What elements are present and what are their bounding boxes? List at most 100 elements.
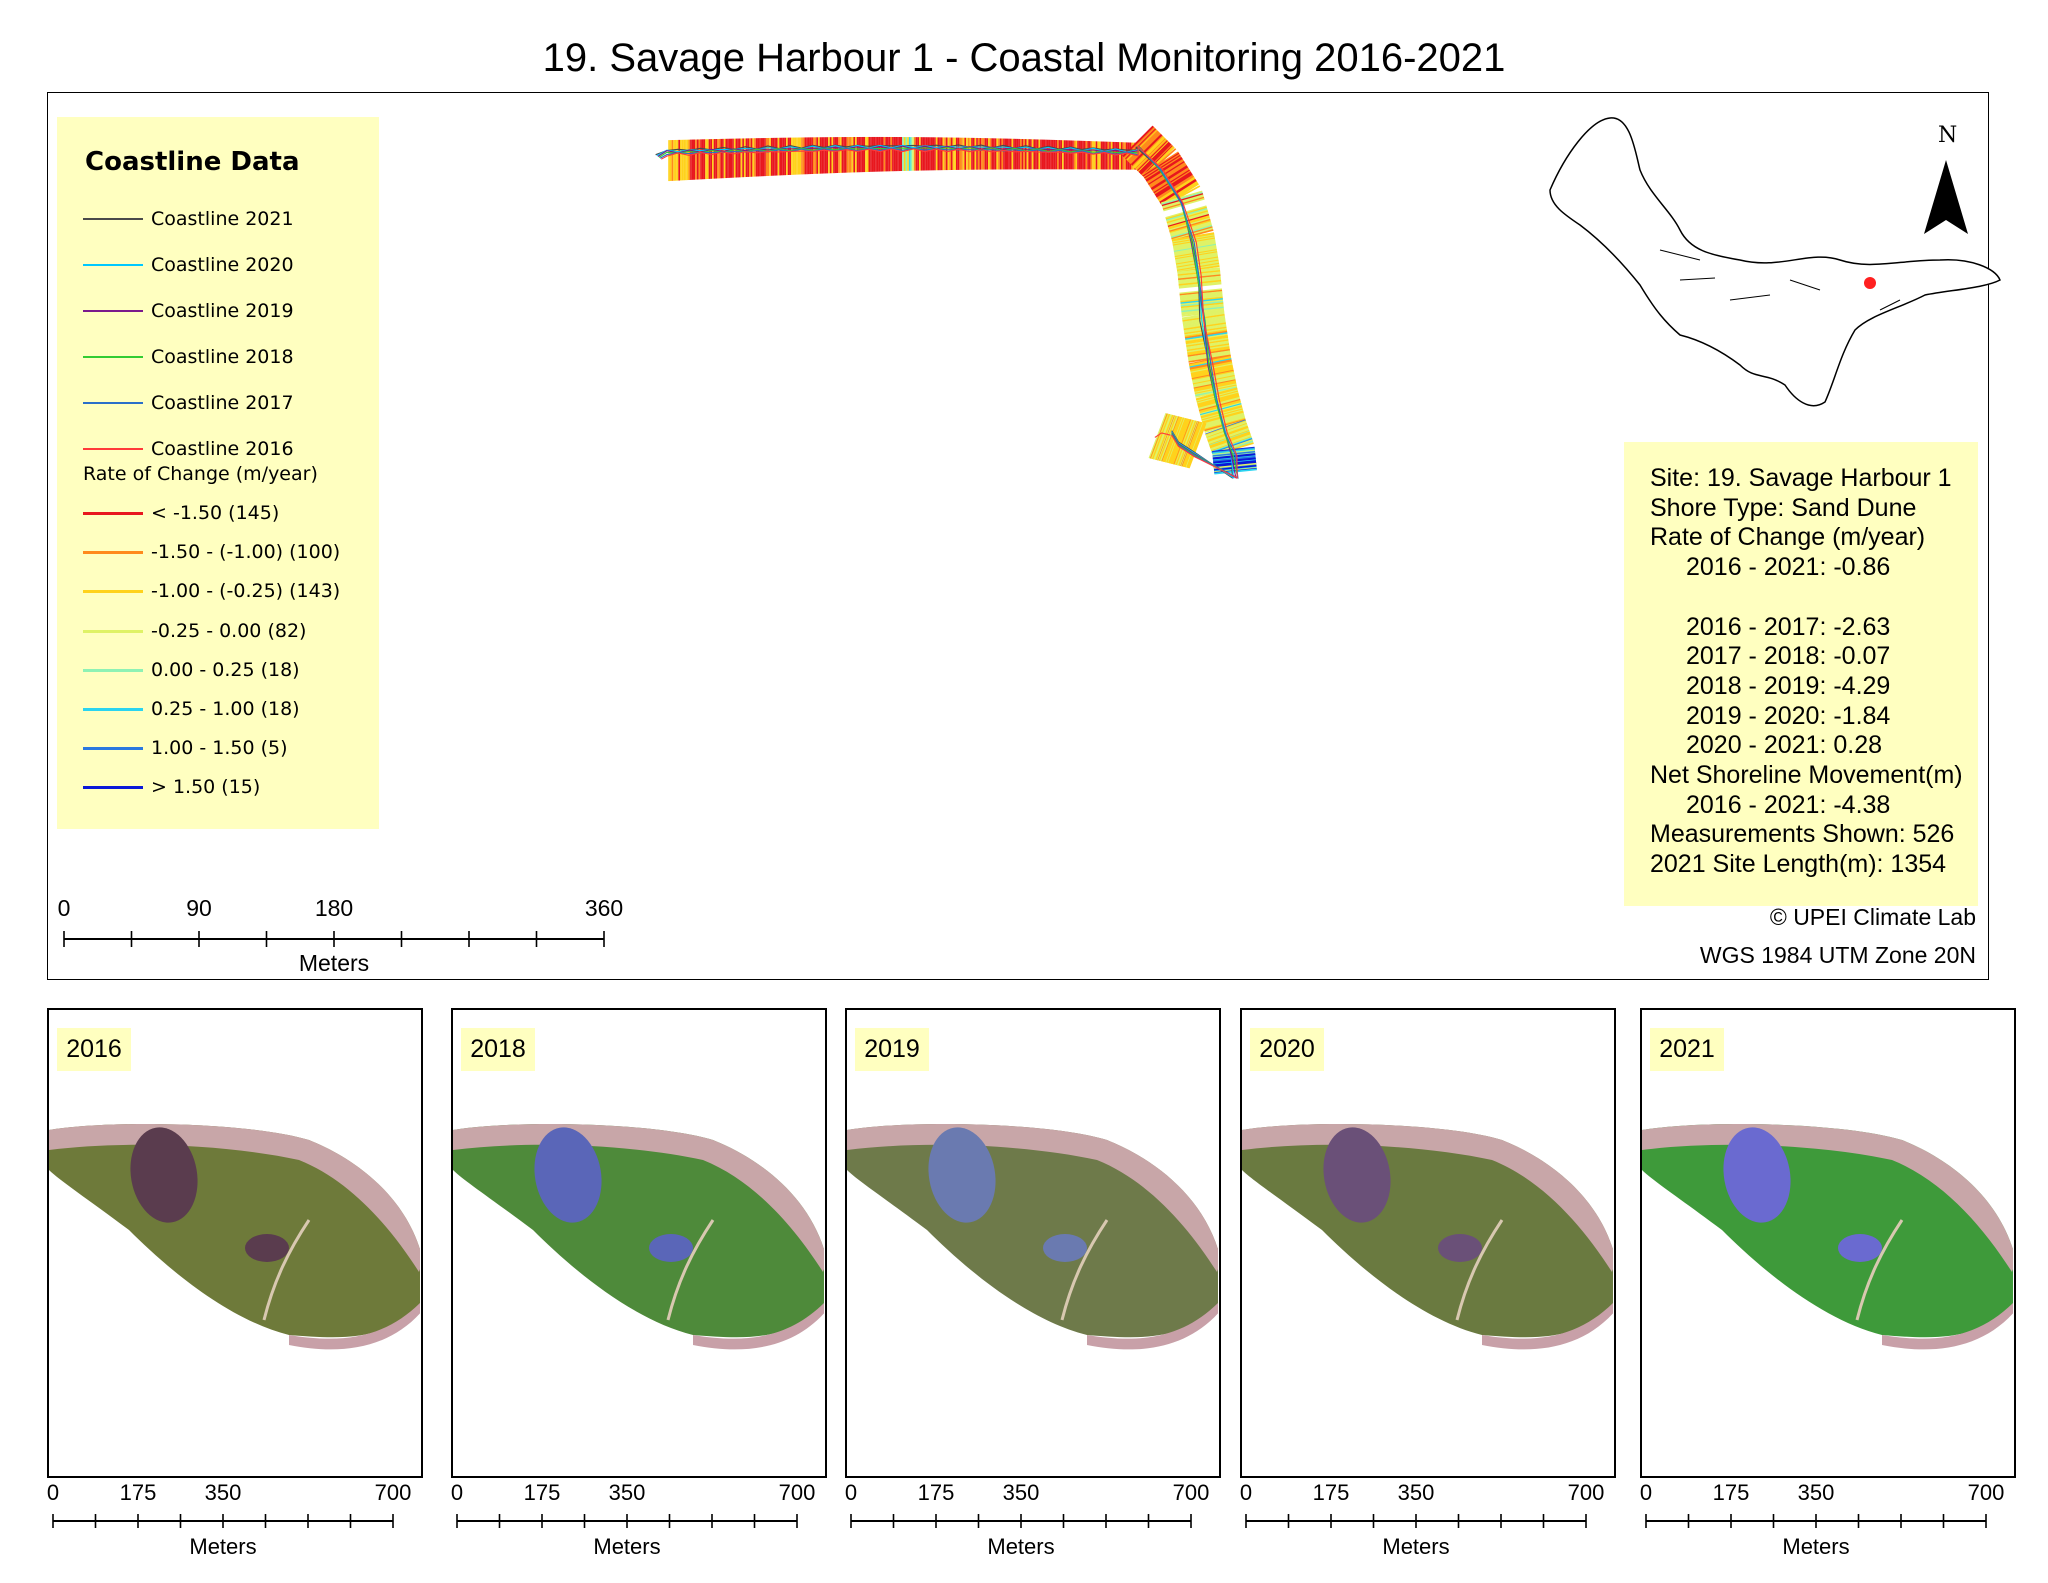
rate-of-change-heading: Rate of Change (m/year) — [83, 463, 318, 485]
panel-year-label: 2018 — [461, 1028, 535, 1071]
legend-rate-label: > 1.50 (15) — [151, 776, 261, 799]
north-label: N — [1938, 123, 1957, 148]
panel-scale-tick-label: 700 — [1172, 1480, 1210, 1505]
panel-scale-tick-label: 175 — [1312, 1480, 1350, 1505]
panel-scale-tick-label: 700 — [778, 1480, 816, 1505]
panel-scale-tick-label: 0 — [1239, 1480, 1253, 1505]
panel-scale-bar-graphic — [52, 1514, 394, 1528]
aerial-imagery — [453, 1124, 824, 1350]
panel-scale-bar-graphic — [850, 1514, 1192, 1528]
legend-rate-swatch — [83, 708, 143, 711]
panel-scale-unit: Meters — [593, 1534, 661, 1559]
main-scale-tick-label: 0 — [57, 895, 71, 921]
site-info-line: 2020 - 2021: 0.28 — [1686, 731, 1882, 760]
panel-scale-bar: 0 175 350 700 Meters — [0, 1480, 2048, 1560]
aerial-imagery — [49, 1124, 420, 1350]
pei-inset-map: N — [1549, 117, 2001, 407]
site-info-line: Shore Type: Sand Dune — [1650, 493, 1917, 522]
site-info-line: Site: 19. Savage Harbour 1 — [1650, 464, 1952, 492]
panel-scale-tick-label: 0 — [844, 1480, 858, 1505]
legend-line-swatch — [83, 402, 143, 404]
panel-scale-bar: 0 175 350 700 Meters — [0, 1480, 2048, 1560]
legend-line-swatch — [83, 310, 143, 312]
main-scale-tick-label: 180 — [314, 895, 354, 921]
panel-scale-bar: 0 175 350 700 Meters — [0, 1480, 2048, 1560]
panel-scale-bar-graphic — [456, 1514, 798, 1528]
panel-scale-tick-label: 350 — [1002, 1480, 1040, 1505]
page-title: 19. Savage Harbour 1 - Coastal Monitorin… — [542, 36, 1506, 80]
legend-rate-swatch — [83, 747, 143, 751]
site-info-line: 2016 - 2021: -0.86 — [1686, 553, 1891, 582]
projection-text: WGS 1984 UTM Zone 20N — [1699, 942, 1976, 968]
legend-line-swatch — [83, 448, 143, 450]
aerial-imagery — [847, 1124, 1218, 1350]
legend-coastline-label: Coastline 2021 — [151, 208, 294, 230]
panel-year-label: 2020 — [1250, 1028, 1324, 1071]
legend-rate-label: -1.00 - (-0.25) (143) — [151, 580, 341, 603]
panel-scale-bar: 0 175 350 700 Meters — [0, 1480, 2048, 1560]
panel-scale-unit: Meters — [987, 1534, 1055, 1559]
panel-scale-tick-label: 350 — [608, 1480, 646, 1505]
main-scale-unit: Meters — [298, 950, 370, 976]
panel-year-label: 2021 — [1650, 1028, 1724, 1071]
panel-scale-tick-label: 0 — [46, 1480, 60, 1505]
main-map-frame — [47, 92, 1989, 980]
panel-scale-bar: 0 175 350 700 Meters — [0, 1480, 2048, 1560]
panel-year-label: 2019 — [855, 1028, 929, 1071]
panel-scale-bar-graphic — [1245, 1514, 1587, 1528]
panel-scale-unit: Meters — [189, 1534, 257, 1559]
legend-rate-label: 0.00 - 0.25 (18) — [151, 658, 300, 681]
site-info-line: 2018 - 2019: -4.29 — [1686, 671, 1891, 700]
credit-text: © UPEI Climate Lab — [1769, 904, 1976, 930]
site-info-line: Measurements Shown: 526 — [1650, 820, 1955, 849]
year-imagery-panel: 2020 — [1240, 1008, 1616, 1478]
north-arrow-icon — [1924, 160, 1968, 234]
panel-scale-tick-label: 175 — [523, 1480, 561, 1505]
legend-rate-swatch — [83, 590, 143, 594]
aerial-imagery — [1642, 1124, 2013, 1350]
site-info-line: 2017 - 2018: -0.07 — [1686, 642, 1891, 671]
year-imagery-panel: 2016 — [47, 1008, 423, 1478]
pei-outline — [1549, 117, 2001, 407]
legend-line-swatch — [83, 264, 143, 266]
site-info-line: Net Shoreline Movement(m) — [1650, 761, 1963, 789]
site-info-line: Rate of Change (m/year) — [1650, 523, 1926, 552]
panel-scale-tick-label: 175 — [917, 1480, 955, 1505]
year-imagery-panel: 2019 — [845, 1008, 1221, 1478]
panel-scale-tick-label: 175 — [119, 1480, 157, 1505]
panel-scale-tick-label: 700 — [374, 1480, 412, 1505]
site-info-line: 2019 - 2020: -1.84 — [1686, 701, 1891, 730]
legend-coastline-label: Coastline 2016 — [151, 438, 294, 460]
year-imagery-panel: 2018 — [451, 1008, 827, 1478]
legend-rate-swatch — [83, 629, 143, 633]
panel-scale-tick-label: 350 — [1797, 1480, 1835, 1505]
legend-coastline-label: Coastline 2017 — [151, 392, 294, 414]
panel-scale-tick-label: 700 — [1567, 1480, 1605, 1505]
coastline-transect-map — [655, 125, 1257, 479]
legend-rate-label: 1.00 - 1.50 (5) — [151, 737, 288, 760]
legend-rate-swatch — [83, 512, 143, 515]
panel-scale-unit: Meters — [1782, 1534, 1850, 1559]
legend-rate-label: < -1.50 (145) — [151, 502, 280, 524]
aerial-imagery — [1242, 1124, 1613, 1350]
site-location-marker — [1864, 277, 1876, 289]
legend-line-swatch — [83, 218, 143, 220]
year-imagery-panel: 2021 — [1640, 1008, 2016, 1478]
panel-scale-tick-label: 350 — [204, 1480, 242, 1505]
panel-scale-tick-label: 0 — [1639, 1480, 1653, 1505]
main-scale-tick-label: 90 — [186, 895, 212, 921]
legend-coastline-label: Coastline 2020 — [151, 254, 294, 276]
legend-rate-swatch — [83, 551, 143, 555]
legend-rate-label: -1.50 - (-1.00) (100) — [151, 541, 341, 564]
panel-scale-tick-label: 350 — [1397, 1480, 1435, 1505]
site-info-line: 2016 - 2017: -2.63 — [1686, 612, 1891, 641]
legend-rate-label: 0.25 - 1.00 (18) — [151, 698, 300, 720]
panel-scale-unit: Meters — [1382, 1534, 1450, 1559]
panel-scale-tick-label: 0 — [450, 1480, 464, 1505]
legend-coastline-label: Coastline 2019 — [151, 300, 294, 322]
legend-rate-swatch — [83, 668, 143, 672]
legend-rate-label: -0.25 - 0.00 (82) — [151, 619, 307, 642]
legend-line-swatch — [83, 356, 143, 358]
panel-scale-tick-label: 700 — [1967, 1480, 2005, 1505]
